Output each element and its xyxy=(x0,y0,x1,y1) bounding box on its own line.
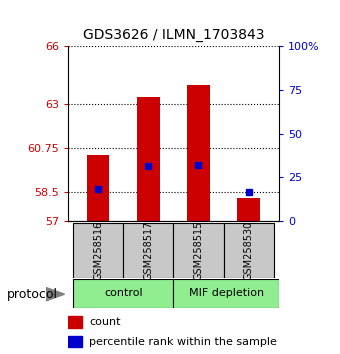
Bar xyxy=(87,155,109,221)
Text: GSM258516: GSM258516 xyxy=(93,221,103,280)
Bar xyxy=(237,198,260,221)
Bar xyxy=(123,223,173,278)
Text: percentile rank within the sample: percentile rank within the sample xyxy=(89,337,277,347)
Text: GSM258515: GSM258515 xyxy=(193,221,204,280)
Bar xyxy=(68,316,82,328)
Text: count: count xyxy=(89,317,121,327)
Bar xyxy=(187,85,210,221)
Text: MIF depletion: MIF depletion xyxy=(189,288,264,298)
Text: control: control xyxy=(104,288,142,298)
Bar xyxy=(173,279,279,308)
Text: GSM258530: GSM258530 xyxy=(244,221,254,280)
Text: protocol: protocol xyxy=(7,288,58,301)
Bar xyxy=(173,223,224,278)
Title: GDS3626 / ILMN_1703843: GDS3626 / ILMN_1703843 xyxy=(83,28,264,42)
Bar xyxy=(137,97,159,221)
Text: GSM258517: GSM258517 xyxy=(143,221,153,280)
Bar xyxy=(224,223,274,278)
Bar xyxy=(73,279,173,308)
Bar xyxy=(68,336,82,348)
Bar xyxy=(73,223,123,278)
Polygon shape xyxy=(46,287,65,301)
